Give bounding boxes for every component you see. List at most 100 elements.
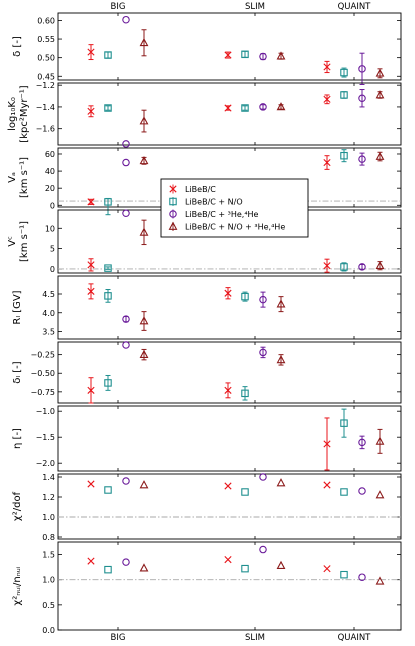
y-tick-label: 0.45 <box>37 72 55 81</box>
data-point-no <box>104 104 112 112</box>
data-point-c <box>323 158 331 167</box>
top-category-label: SLIM <box>245 2 265 12</box>
panel-frame <box>57 82 402 146</box>
data-point-he <box>358 263 366 271</box>
y-tick-label: 0.50 <box>37 54 55 63</box>
data-point-no <box>104 486 112 494</box>
y-axis-label: η [-] <box>12 428 23 449</box>
data-point-he <box>358 155 366 163</box>
data-point-all <box>276 478 286 487</box>
y-axis-label: Rₗ [GV] <box>12 290 23 324</box>
data-point-no <box>340 68 348 77</box>
y-tick-label: 1.0 <box>42 513 55 522</box>
data-point-c <box>323 565 331 573</box>
y-tick-label: 20 <box>45 184 55 193</box>
data-point-he <box>259 473 267 481</box>
data-point-no <box>104 51 112 59</box>
y-axis-label: δ [-] <box>12 36 23 57</box>
legend-label-c: LiBeB/C <box>185 185 216 194</box>
data-point-he <box>358 65 366 73</box>
data-point-he <box>122 140 130 148</box>
data-point-no <box>104 565 112 574</box>
y-tick-label: −0.25 <box>30 351 55 360</box>
panel-frame <box>57 341 402 404</box>
data-point-c <box>87 557 95 565</box>
y-axis-label: χ²/dof <box>12 491 23 521</box>
panel-8: 0.8 1.0 1.2 1.4 χ²/dof <box>12 473 402 542</box>
data-point-all <box>139 227 149 236</box>
panel-frame <box>57 541 402 631</box>
data-point-he <box>358 94 366 102</box>
data-point-c <box>87 480 95 488</box>
y-tick-label: 1.2 <box>42 493 55 502</box>
data-point-all <box>139 116 149 125</box>
panel-1: 0.45 0.50 0.55 0.60 δ [-] <box>12 12 402 85</box>
y-tick-label: −1.6 <box>36 125 55 134</box>
legend-label-all: LiBeB/C + N/O + ³He,⁴He <box>185 223 285 232</box>
panel-3: 0 20 40 60 Vₐ[km s⁻¹] <box>7 147 402 216</box>
data-point-c <box>323 481 331 489</box>
data-point-all <box>139 563 149 572</box>
data-point-all <box>375 260 385 270</box>
y-tick-label: 1.5 <box>42 551 55 560</box>
data-point-c <box>87 107 95 115</box>
data-point-all <box>276 102 286 111</box>
data-point-he <box>358 438 366 447</box>
y-tick-label: −0.50 <box>30 369 55 378</box>
y-tick-label: 0.60 <box>37 16 55 25</box>
data-point-all <box>375 90 385 99</box>
data-point-no <box>340 151 348 160</box>
data-point-all <box>139 155 149 165</box>
data-point-all <box>276 51 286 60</box>
panel-9: 0.0 0.5 1.0 1.5 χ²ₙᵤᵢ/nₙᵤᵢ <box>12 541 402 635</box>
bottom-category-label: BIG <box>111 633 126 643</box>
panel-frame <box>57 473 402 540</box>
y-tick-label: 4.5 <box>42 290 55 299</box>
data-point-he <box>122 15 130 24</box>
y-tick-label: −0.75 <box>30 388 55 397</box>
data-point-all <box>375 151 385 160</box>
panel-6: −0.25 −0.50 −0.75 δₗ [-] <box>12 341 402 404</box>
data-point-c <box>323 262 331 270</box>
data-point-c <box>224 289 232 297</box>
data-point-no <box>340 488 348 496</box>
data-point-c <box>224 386 232 394</box>
legend-box <box>160 178 309 238</box>
y-tick-label: −2.0 <box>36 459 55 468</box>
y-tick-label: 10 <box>45 224 55 233</box>
top-category-label: QUAINT <box>338 2 372 12</box>
data-point-no <box>241 104 249 112</box>
top-category-labels: BIG SLIM QUAINT <box>111 2 372 12</box>
data-point-no <box>104 292 112 300</box>
legend: LiBeB/C LiBeB/C + N/O LiBeB/C + ³He,⁴He LiB… <box>160 178 309 238</box>
data-point-no <box>241 564 249 573</box>
y-tick-label: 0.5 <box>42 601 55 610</box>
data-point-all <box>276 560 286 569</box>
data-point-c <box>224 556 232 564</box>
bottom-category-label: SLIM <box>245 633 265 643</box>
y-tick-label: 0 <box>50 201 55 210</box>
data-point-c <box>87 48 95 56</box>
y-axis-label: Vᶜ[km s⁻¹] <box>7 221 30 262</box>
data-point-no <box>241 389 249 398</box>
data-point-all <box>375 436 385 445</box>
data-point-c <box>87 287 95 295</box>
data-point-no <box>104 379 112 387</box>
y-tick-label: 3.5 <box>42 328 55 337</box>
panel-2: −1.2 −1.4 −1.6 log₁₀K₀[kpc²Myr⁻¹] <box>7 81 402 148</box>
data-point-he <box>122 558 130 566</box>
data-point-no <box>241 488 249 496</box>
data-point-he <box>122 158 130 167</box>
data-point-c <box>224 51 232 59</box>
data-point-c <box>323 63 331 71</box>
data-point-no <box>241 292 249 301</box>
data-point-all <box>375 490 385 499</box>
data-point-no <box>104 264 112 272</box>
y-axis-label: Vₐ[km s⁻¹] <box>7 157 30 198</box>
data-point-no <box>340 91 348 99</box>
data-point-he <box>122 315 130 323</box>
data-point-no <box>104 198 112 206</box>
y-axis-label: log₁₀K₀[kpc²Myr⁻¹] <box>7 85 30 142</box>
data-point-c <box>87 198 95 206</box>
